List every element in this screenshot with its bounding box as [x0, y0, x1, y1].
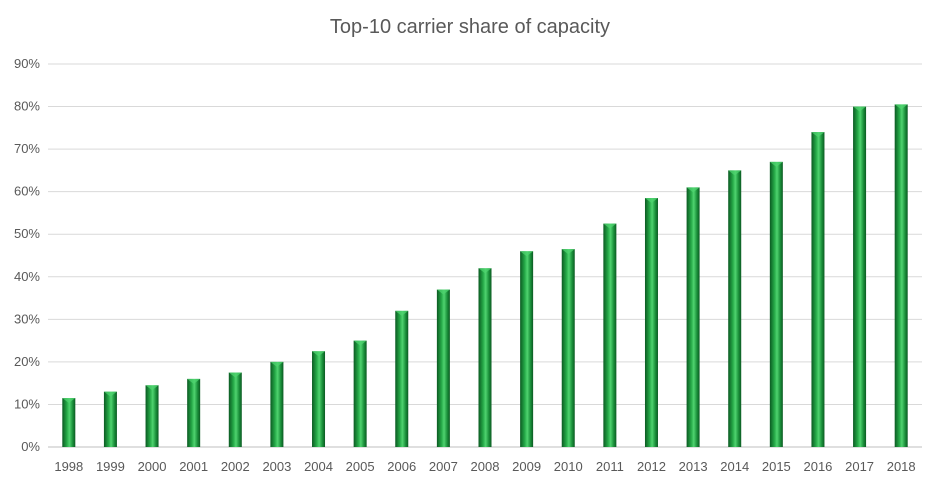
- x-tick-label: 2012: [637, 459, 666, 474]
- bar-cap-1998: [62, 398, 76, 404]
- y-tick-label: 10%: [14, 396, 40, 411]
- bar-2017: [853, 106, 867, 448]
- bar-cap-2016: [811, 132, 825, 138]
- y-tick-label: 30%: [14, 311, 40, 326]
- x-tick-label: 2017: [845, 459, 874, 474]
- bar-cap-2000: [145, 385, 159, 391]
- bar-cap-2010: [561, 249, 575, 255]
- bar-2004: [312, 351, 326, 447]
- y-tick-label: 50%: [14, 226, 40, 241]
- x-tick-label: 2009: [512, 459, 541, 474]
- bar-cap-2014: [728, 170, 742, 176]
- bar-2010: [561, 249, 575, 447]
- bar-2012: [644, 198, 658, 447]
- x-tick-label: 2004: [304, 459, 333, 474]
- x-tick-label: 2010: [554, 459, 583, 474]
- bar-2002: [228, 372, 242, 447]
- y-tick-label: 0%: [21, 439, 40, 454]
- bar-2001: [187, 378, 201, 447]
- y-axis-ticks: 0% 10% 20% 30% 40% 50% 60% 70% 80% 90%: [14, 56, 40, 454]
- bar-cap-2011: [603, 223, 617, 229]
- x-tick-label: 2016: [803, 459, 832, 474]
- x-tick-label: 2007: [429, 459, 458, 474]
- bar-cap-2012: [644, 198, 658, 204]
- bar-cap-2007: [436, 289, 450, 295]
- bar-cap-2015: [769, 161, 783, 167]
- x-tick-label: 1999: [96, 459, 125, 474]
- bar-2003: [270, 361, 284, 447]
- bar-2007: [436, 289, 450, 447]
- x-tick-label: 2014: [720, 459, 749, 474]
- bar-2008: [478, 268, 492, 447]
- x-tick-label: 2005: [346, 459, 375, 474]
- bar-cap-2008: [478, 268, 492, 274]
- bar-2014: [728, 170, 742, 447]
- x-tick-label: 2008: [471, 459, 500, 474]
- bar-cap-2003: [270, 361, 284, 367]
- bar-cap-2018: [894, 104, 908, 110]
- x-tick-label: 2001: [179, 459, 208, 474]
- bar-cap-1999: [103, 391, 117, 397]
- bar-2009: [520, 251, 534, 447]
- bar-cap-2004: [312, 351, 326, 357]
- bar-2006: [395, 310, 409, 447]
- bar-cap-2005: [353, 340, 367, 346]
- bar-2018: [894, 104, 908, 447]
- y-tick-label: 80%: [14, 99, 40, 114]
- x-tick-label: 1998: [54, 459, 83, 474]
- y-tick-label: 90%: [14, 56, 40, 71]
- bar-cap-2017: [853, 106, 867, 112]
- bar-1998: [62, 398, 76, 447]
- x-tick-label: 2011: [596, 459, 624, 474]
- x-tick-label: 2018: [887, 459, 916, 474]
- bars: [62, 104, 908, 448]
- x-tick-label: 2000: [138, 459, 167, 474]
- x-tick-label: 2006: [387, 459, 416, 474]
- bar-cap-2013: [686, 187, 700, 193]
- y-tick-label: 20%: [14, 354, 40, 369]
- bar-2016: [811, 132, 825, 448]
- bar-cap-2002: [228, 372, 242, 378]
- x-tick-label: 2002: [221, 459, 250, 474]
- y-tick-label: 60%: [14, 184, 40, 199]
- x-axis-ticks: 1998 1999 2000 2001 2002 2003 2004 2005 2006 2007…: [54, 459, 915, 474]
- x-tick-label: 2003: [262, 459, 291, 474]
- bar-2013: [686, 187, 700, 447]
- bar-2000: [145, 385, 159, 447]
- y-tick-label: 70%: [14, 141, 40, 156]
- bar-2011: [603, 223, 617, 447]
- bar-2005: [353, 340, 367, 447]
- x-tick-label: 2013: [679, 459, 708, 474]
- bar-cap-2009: [520, 251, 534, 257]
- bar-2015: [769, 161, 783, 447]
- y-tick-label: 40%: [14, 269, 40, 284]
- x-tick-label: 2015: [762, 459, 791, 474]
- bar-cap-2006: [395, 310, 409, 316]
- bar-cap-2001: [187, 378, 201, 384]
- chart-title: Top-10 carrier share of capacity: [329, 16, 611, 38]
- bar-1999: [103, 391, 117, 447]
